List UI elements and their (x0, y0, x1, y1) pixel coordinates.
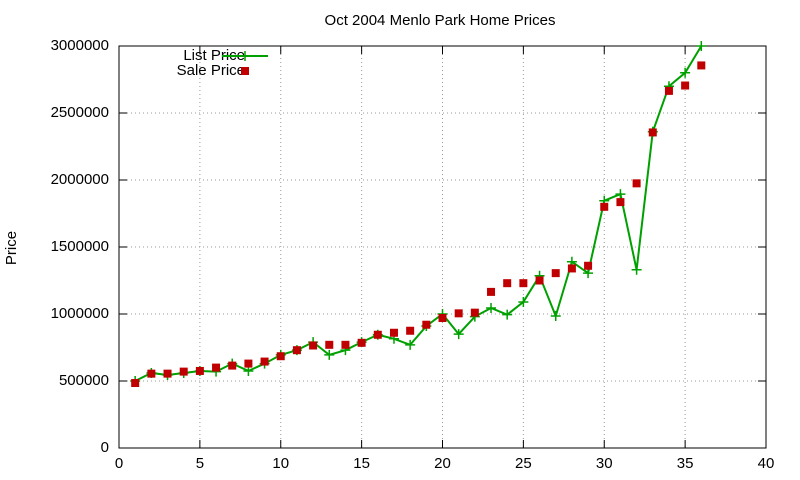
point-marker (487, 287, 496, 296)
y-tick-label: 2000000 (51, 171, 109, 188)
x-tick-label: 5 (196, 455, 204, 472)
point-marker (212, 363, 221, 372)
point-marker (616, 198, 625, 207)
point-marker (325, 340, 334, 349)
point-marker (680, 67, 691, 78)
x-tick-label: 0 (115, 455, 123, 472)
x-tick-label: 10 (272, 455, 289, 472)
point-marker (438, 314, 447, 323)
point-marker (228, 361, 237, 370)
legend-label: Sale Price (177, 62, 245, 79)
chart-title: Oct 2004 Menlo Park Home Prices (325, 12, 556, 29)
legend-marker (240, 51, 250, 61)
point-marker (486, 302, 497, 313)
y-tick-label: 1500000 (51, 238, 109, 255)
point-marker (422, 320, 431, 329)
y-tick-label: 3000000 (51, 37, 109, 54)
point-marker (632, 179, 641, 188)
point-marker (357, 338, 366, 347)
point-marker (664, 86, 673, 95)
point-marker (243, 365, 254, 376)
point-marker (179, 367, 188, 376)
y-tick-label: 1000000 (51, 305, 109, 322)
point-marker (309, 341, 318, 350)
point-marker (276, 352, 285, 361)
y-tick-label: 2500000 (51, 104, 109, 121)
point-marker (406, 326, 415, 335)
x-tick-label: 25 (515, 455, 532, 472)
point-marker (244, 359, 253, 368)
point-marker (503, 279, 512, 288)
point-marker (260, 357, 269, 366)
y-tick-label: 0 (101, 439, 109, 456)
x-tick-label: 40 (758, 455, 775, 472)
point-marker (583, 268, 594, 279)
point-marker (681, 81, 690, 90)
point-marker (519, 279, 528, 288)
point-marker (470, 308, 479, 317)
point-marker (195, 366, 204, 375)
y-axis-label: Price (3, 231, 20, 265)
point-marker (389, 328, 398, 337)
point-marker (405, 339, 416, 350)
x-tick-label: 35 (677, 455, 694, 472)
point-marker (697, 61, 706, 70)
legend-label: List Price (183, 47, 245, 64)
x-tick-label: 15 (353, 455, 370, 472)
point-marker (341, 340, 350, 349)
point-marker (631, 264, 642, 275)
point-marker (518, 296, 529, 307)
x-tick-label: 20 (434, 455, 451, 472)
series-line (134, 45, 703, 382)
point-marker (147, 369, 156, 378)
point-marker (535, 276, 544, 285)
point-marker (324, 349, 335, 360)
point-marker (131, 379, 140, 388)
point-marker (567, 264, 576, 273)
point-marker (454, 309, 463, 318)
point-marker (584, 261, 593, 270)
point-marker (453, 329, 464, 340)
point-marker (292, 346, 301, 355)
point-marker (551, 269, 560, 278)
x-tick-label: 30 (596, 455, 613, 472)
point-marker (648, 128, 657, 137)
point-marker (600, 202, 609, 211)
point-marker (615, 189, 626, 200)
point-marker (502, 309, 513, 320)
plot-border (118, 45, 767, 449)
point-marker (696, 41, 707, 51)
y-tick-label: 500000 (59, 372, 109, 389)
legend-marker (241, 67, 249, 75)
point-marker (550, 311, 561, 322)
point-marker (373, 330, 382, 339)
point-marker (163, 369, 172, 378)
